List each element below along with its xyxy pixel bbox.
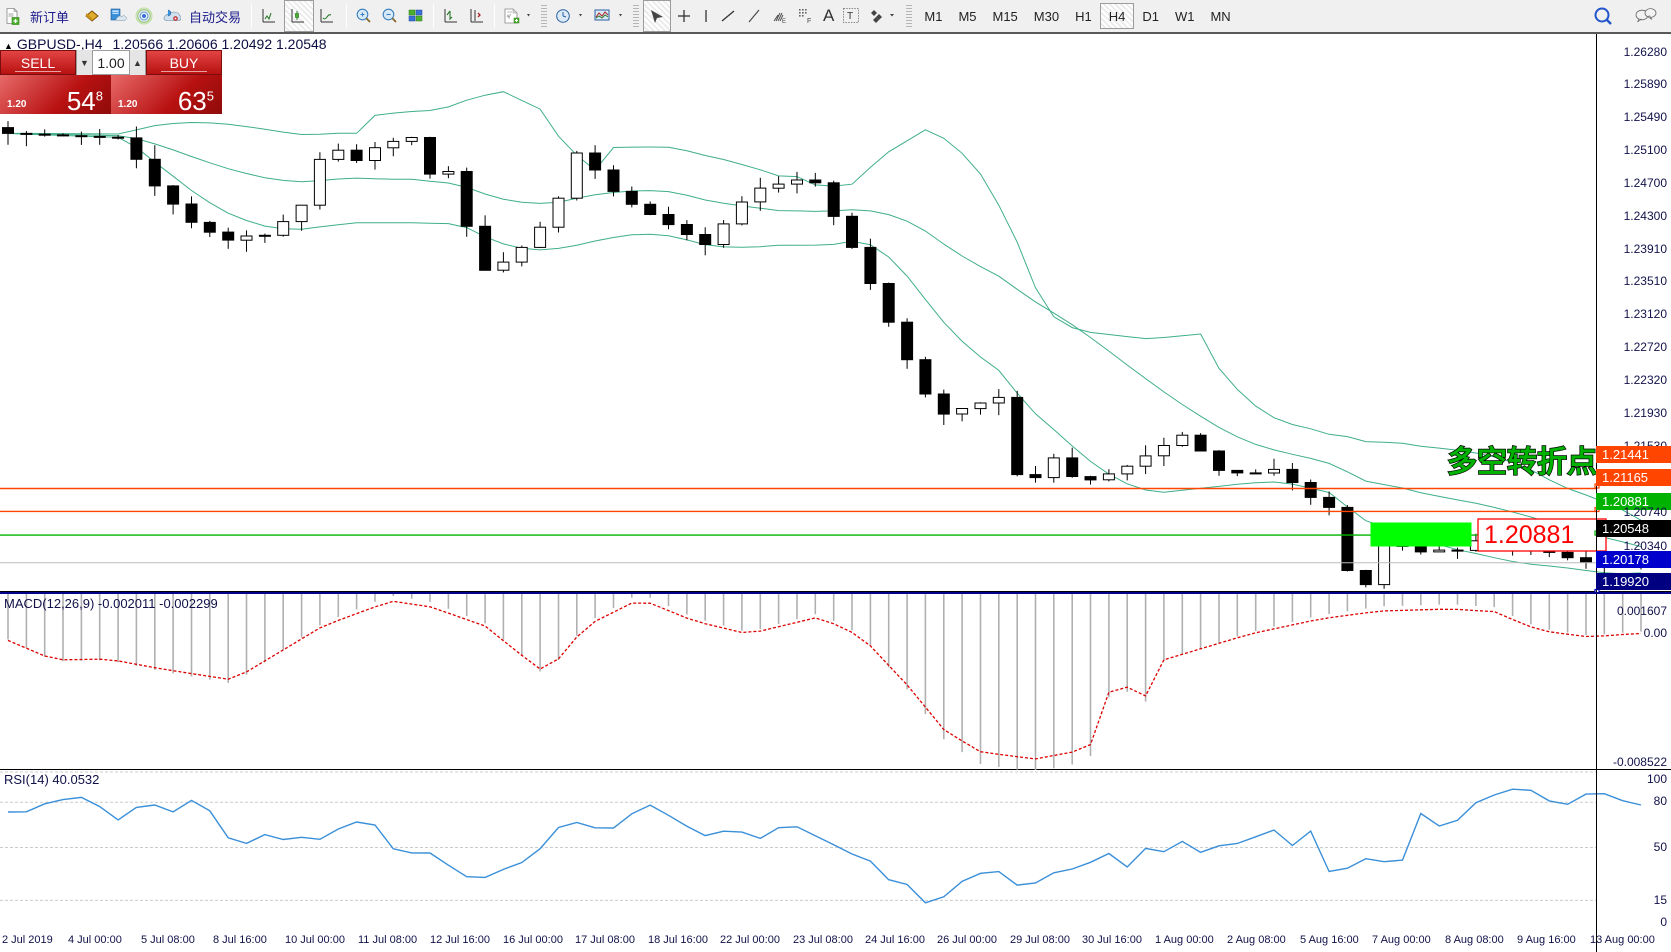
- svg-text:E: E: [782, 19, 786, 25]
- svg-text:T: T: [847, 11, 853, 22]
- svg-text:F: F: [807, 18, 811, 25]
- svg-text:多空转折点: 多空转折点: [1447, 446, 1597, 479]
- svg-text:1.20881: 1.20881: [1484, 521, 1574, 549]
